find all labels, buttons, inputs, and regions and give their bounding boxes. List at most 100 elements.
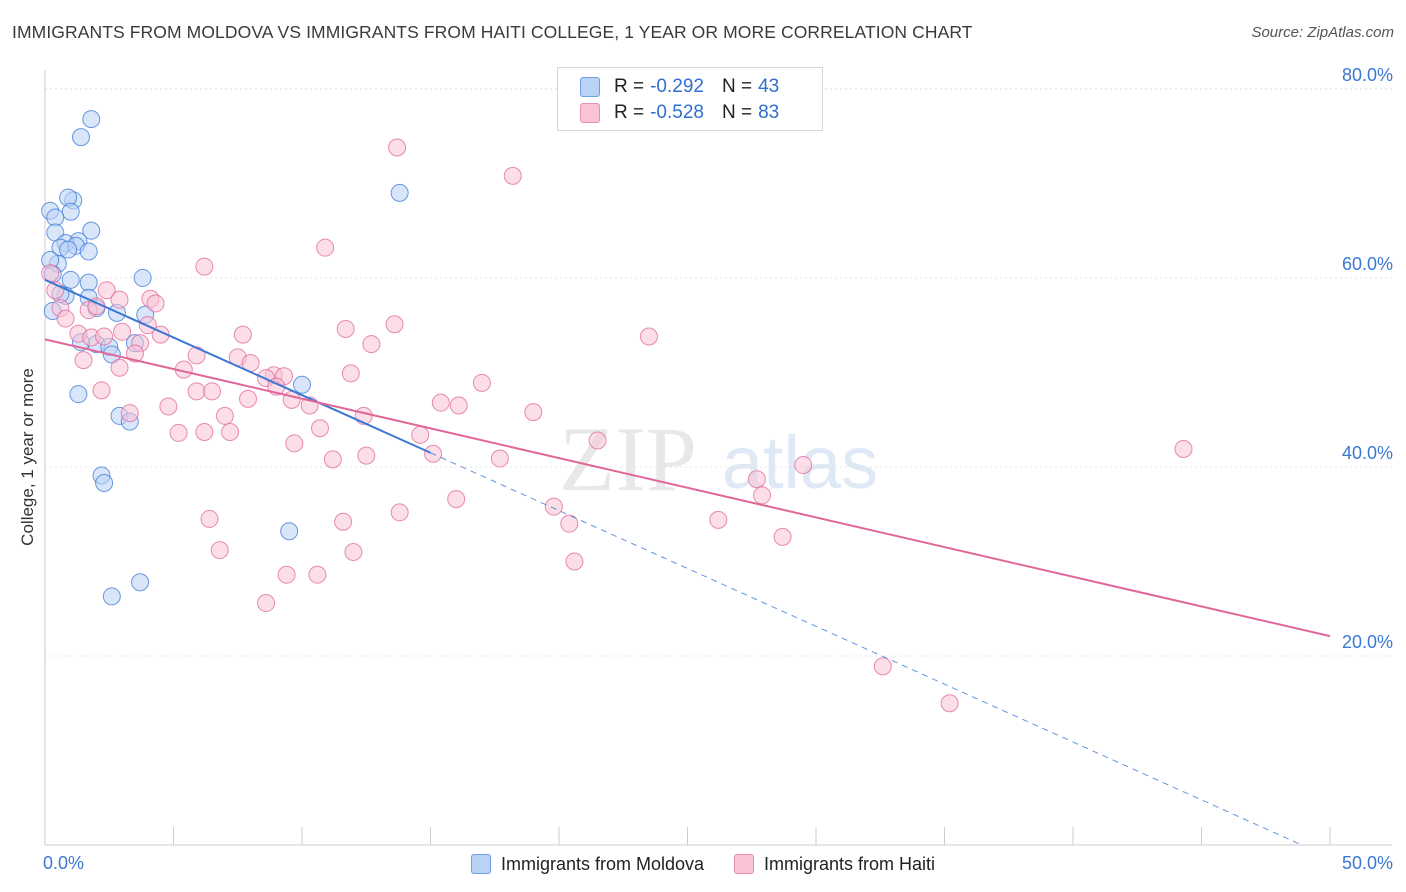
haiti-point <box>447 490 466 509</box>
y-tick-label: 60.0% <box>1342 254 1393 274</box>
haiti-point <box>257 594 276 613</box>
haiti-point <box>411 425 430 444</box>
haiti-point <box>159 397 178 416</box>
data-points <box>41 110 1193 713</box>
haiti-point <box>221 422 240 441</box>
haiti-trend-line <box>44 338 1331 638</box>
haiti-point <box>336 319 355 338</box>
haiti-point <box>316 238 335 257</box>
haiti-point <box>794 456 813 475</box>
haiti-point <box>449 396 468 415</box>
chart-title: IMMIGRANTS FROM MOLDOVA VS IMMIGRANTS FR… <box>12 22 973 42</box>
legend-row-moldova: R = -0.292 N = 43 <box>580 76 779 98</box>
haiti-point <box>773 527 792 546</box>
legend-swatch-haiti <box>580 103 600 123</box>
haiti-point <box>709 510 728 529</box>
haiti-point <box>362 335 381 354</box>
legend-r-value: -0.292 <box>650 76 704 97</box>
haiti-point <box>56 309 75 328</box>
moldova-point <box>280 522 299 541</box>
haiti-point <box>544 497 563 516</box>
moldova-point <box>95 474 114 493</box>
haiti-point <box>431 393 450 412</box>
legend-r-label: R = <box>614 76 645 97</box>
haiti-point <box>74 351 93 370</box>
legend-item-haiti[interactable]: Immigrants from Haiti <box>734 854 935 875</box>
haiti-point <box>503 166 522 185</box>
moldova-point <box>59 240 78 259</box>
haiti-point <box>524 403 543 422</box>
haiti-point <box>110 358 129 377</box>
haiti-point <box>120 404 139 423</box>
legend-r-label: R = <box>614 102 645 123</box>
legend-row-haiti: R = -0.528 N = 83 <box>580 102 779 124</box>
haiti-point <box>588 431 607 450</box>
haiti-point <box>385 315 404 334</box>
haiti-point <box>169 423 188 442</box>
haiti-point <box>95 327 114 346</box>
watermark: ZIP atlas <box>559 408 878 510</box>
moldova-point <box>82 110 101 129</box>
moldova-point <box>133 268 152 287</box>
haiti-point <box>146 294 165 313</box>
watermark-zip: ZIP <box>559 408 697 510</box>
x-tick-label: 0.0% <box>43 853 84 873</box>
stats-legend: R = -0.292 N = 43 R = -0.528 N = 83 <box>557 67 823 131</box>
moldova-point <box>390 183 409 202</box>
moldova-point <box>61 202 80 221</box>
haiti-point <box>310 419 329 438</box>
legend-label-haiti: Immigrants from Haiti <box>764 853 936 874</box>
haiti-point <box>390 503 409 522</box>
haiti-point <box>92 381 111 400</box>
haiti-point <box>873 657 892 676</box>
haiti-point <box>472 373 491 392</box>
source-label: Source: ZipAtlas.com <box>1251 24 1394 41</box>
haiti-point <box>639 327 658 346</box>
haiti-point <box>215 406 234 425</box>
haiti-point <box>203 382 222 401</box>
moldova-trend-extension <box>430 452 1302 846</box>
haiti-point <box>233 325 252 344</box>
tick-labels: 20.0% 40.0% 60.0% 80.0% 0.0% 50.0% <box>43 65 1393 873</box>
haiti-point <box>210 541 229 560</box>
legend-swatch-moldova <box>580 77 600 97</box>
series-legend: Immigrants from Moldova Immigrants from … <box>0 852 1406 876</box>
haiti-point <box>490 449 509 468</box>
haiti-point <box>125 344 144 363</box>
moldova-point <box>79 273 98 292</box>
y-tick-label: 80.0% <box>1342 65 1393 85</box>
legend-label-moldova: Immigrants from Moldova <box>500 853 705 874</box>
legend-r-value: -0.528 <box>650 102 704 123</box>
y-tick-label: 20.0% <box>1342 632 1393 652</box>
moldova-point <box>131 573 150 592</box>
legend-n-label: N = <box>721 76 753 97</box>
haiti-point <box>285 434 304 453</box>
moldova-trend-line <box>44 278 431 454</box>
legend-swatch-moldova <box>470 854 491 874</box>
haiti-point <box>277 565 296 584</box>
haiti-point <box>113 322 132 341</box>
haiti-point <box>110 290 129 309</box>
haiti-point <box>239 389 258 408</box>
haiti-point <box>200 509 219 528</box>
y-tick-label: 40.0% <box>1342 443 1393 463</box>
haiti-point <box>388 138 407 157</box>
haiti-point <box>187 382 206 401</box>
haiti-point <box>195 422 214 441</box>
haiti-point <box>560 514 579 533</box>
legend-n-label: N = <box>721 102 753 123</box>
x-tick-label: 50.0% <box>1342 853 1393 873</box>
haiti-point <box>344 543 363 562</box>
haiti-point <box>195 257 214 276</box>
y-axis-title: College, 1 year or more <box>18 368 37 546</box>
haiti-point <box>357 446 376 465</box>
gridlines <box>45 88 1392 657</box>
moldova-point <box>69 385 88 404</box>
haiti-point <box>97 281 116 300</box>
moldova-point <box>79 242 98 261</box>
haiti-point <box>1174 439 1193 458</box>
legend-item-moldova[interactable]: Immigrants from Moldova <box>470 853 705 875</box>
moldova-point <box>82 221 101 240</box>
haiti-point <box>308 565 327 584</box>
